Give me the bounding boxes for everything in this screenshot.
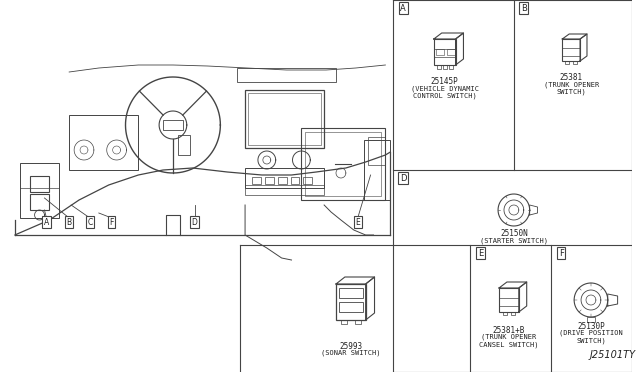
Text: (TRUNK OPENER: (TRUNK OPENER xyxy=(543,81,599,87)
Bar xyxy=(336,284,365,320)
Bar xyxy=(29,176,49,192)
Bar xyxy=(434,39,456,65)
Bar xyxy=(245,185,324,195)
Text: CANSEL SWITCH): CANSEL SWITCH) xyxy=(479,341,539,347)
Bar xyxy=(20,163,60,218)
Bar xyxy=(252,177,261,184)
Text: 25381: 25381 xyxy=(559,73,583,82)
Text: B: B xyxy=(67,218,72,227)
Text: 25130P: 25130P xyxy=(577,322,605,331)
Bar xyxy=(436,65,441,69)
Text: CONTROL SWITCH): CONTROL SWITCH) xyxy=(413,92,477,99)
Bar xyxy=(265,177,274,184)
Text: E: E xyxy=(355,218,360,227)
Bar xyxy=(237,68,336,82)
Text: D: D xyxy=(192,218,198,227)
Bar xyxy=(29,194,49,210)
Bar xyxy=(436,49,444,55)
Text: 25993: 25993 xyxy=(339,342,362,351)
Bar xyxy=(305,132,381,196)
Bar xyxy=(163,120,183,130)
Text: E: E xyxy=(477,248,483,257)
Text: C: C xyxy=(87,218,93,227)
Bar xyxy=(248,93,321,145)
Text: SWITCH): SWITCH) xyxy=(556,88,586,94)
Bar xyxy=(499,288,519,312)
Text: 25150N: 25150N xyxy=(500,229,528,238)
Bar xyxy=(301,128,385,200)
Bar xyxy=(587,317,595,322)
Bar xyxy=(245,90,324,148)
Bar xyxy=(565,61,569,64)
Text: A: A xyxy=(44,218,49,227)
Bar xyxy=(291,177,300,184)
Bar xyxy=(449,65,452,69)
Text: F: F xyxy=(109,218,114,227)
Bar xyxy=(573,61,577,64)
Text: 25145P: 25145P xyxy=(431,77,458,86)
Bar xyxy=(511,312,515,315)
Text: B: B xyxy=(521,3,527,13)
Bar xyxy=(503,312,507,315)
Bar xyxy=(69,115,138,170)
Bar xyxy=(245,168,324,188)
Bar xyxy=(355,320,361,324)
Text: (SONAR SWITCH): (SONAR SWITCH) xyxy=(321,350,381,356)
Text: SWITCH): SWITCH) xyxy=(576,337,606,343)
Text: 25381+B: 25381+B xyxy=(493,326,525,335)
Text: (STARTER SWITCH): (STARTER SWITCH) xyxy=(480,237,548,244)
Text: A: A xyxy=(400,3,406,13)
Bar xyxy=(364,140,390,200)
Text: D: D xyxy=(400,173,406,183)
Bar xyxy=(278,177,287,184)
Bar xyxy=(178,135,189,155)
Bar xyxy=(447,49,454,55)
Bar xyxy=(303,177,312,184)
Text: F: F xyxy=(559,248,564,257)
Text: (DRIVE POSITION: (DRIVE POSITION xyxy=(559,330,623,337)
Bar xyxy=(341,320,347,324)
Bar xyxy=(443,65,447,69)
Bar xyxy=(339,302,363,312)
Text: (TRUNK OPENER: (TRUNK OPENER xyxy=(481,334,536,340)
Text: (VEHICLE DYNAMIC: (VEHICLE DYNAMIC xyxy=(411,85,479,92)
Bar xyxy=(367,137,385,165)
Bar xyxy=(563,39,580,61)
Text: J25101TY: J25101TY xyxy=(589,350,636,360)
Bar xyxy=(339,288,363,298)
